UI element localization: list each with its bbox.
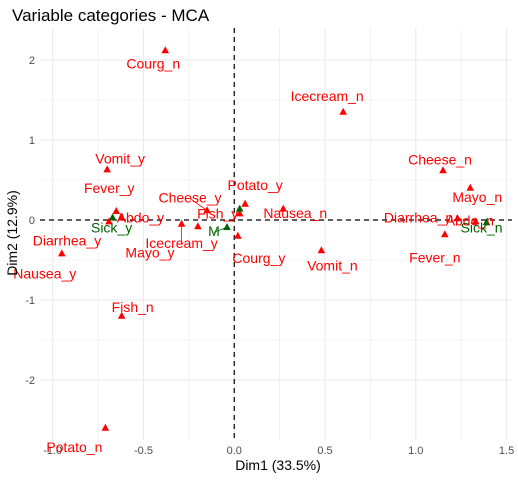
point-label: Diarrhea_n bbox=[384, 209, 453, 225]
point-label: Potato_y bbox=[228, 177, 283, 193]
tick-labels: -1.0 -0.5 0.0 0.5 1.0 1.5 -2 -1 0 1 2 bbox=[25, 55, 514, 457]
point-marker bbox=[241, 199, 249, 207]
point-marker bbox=[112, 207, 121, 214]
point-marker bbox=[317, 246, 326, 254]
point-label: Nausea_y bbox=[13, 266, 76, 282]
point-marker bbox=[161, 46, 170, 54]
point-marker bbox=[466, 183, 475, 191]
point-label: Cheese_n bbox=[408, 151, 472, 167]
point-marker bbox=[482, 218, 491, 226]
point-marker bbox=[471, 217, 480, 225]
data-points bbox=[57, 46, 491, 431]
point-label: Sick_n bbox=[461, 219, 503, 235]
reference-lines bbox=[40, 28, 512, 440]
x-tick-label: 1.0 bbox=[408, 445, 423, 457]
point-label: Fish_y bbox=[197, 206, 238, 222]
point-label: Abdo_y bbox=[117, 210, 164, 226]
point-marker bbox=[194, 222, 202, 230]
point-label: Diarrhea_y bbox=[33, 233, 101, 249]
point-label: Vomit_y bbox=[95, 151, 145, 167]
x-tick-label: -1.0 bbox=[43, 445, 62, 457]
y-tick-label: 2 bbox=[29, 55, 35, 67]
x-tick-label: 0.5 bbox=[317, 445, 332, 457]
chart-title: Variable categories - MCA bbox=[12, 6, 210, 25]
point-label: Nausea_n bbox=[263, 205, 327, 221]
point-marker bbox=[235, 204, 244, 212]
point-marker bbox=[177, 219, 186, 227]
point-label: M bbox=[208, 223, 220, 239]
point-marker bbox=[223, 223, 231, 230]
point-label: Mayo_y bbox=[125, 244, 174, 260]
point-marker bbox=[234, 231, 242, 239]
point-marker bbox=[453, 214, 462, 222]
point-marker bbox=[441, 230, 449, 238]
point-label: Icecream_n bbox=[291, 88, 364, 104]
point-marker bbox=[339, 107, 347, 115]
point-marker bbox=[117, 311, 126, 319]
point-label: Mayo_n bbox=[452, 189, 502, 205]
point-marker bbox=[103, 165, 111, 173]
y-tick-label: 0 bbox=[29, 215, 35, 227]
y-tick-label: 1 bbox=[29, 135, 35, 147]
y-tick-label: -2 bbox=[25, 375, 35, 387]
point-marker bbox=[101, 423, 110, 431]
point-label: Courg_y bbox=[232, 250, 285, 266]
x-tick-label: 1.5 bbox=[499, 445, 514, 457]
point-marker bbox=[117, 213, 126, 221]
point-label: Courg_n bbox=[126, 55, 180, 71]
x-tick-label: 0.0 bbox=[227, 445, 242, 457]
point-marker bbox=[57, 249, 66, 257]
point-label: Cheese_y bbox=[158, 189, 221, 205]
y-tick-label: -1 bbox=[25, 295, 35, 307]
point-marker bbox=[279, 204, 288, 212]
x-tick-label: -0.5 bbox=[134, 445, 153, 457]
grid-layer bbox=[40, 28, 512, 440]
point-marker bbox=[108, 213, 117, 221]
point-label: Fish_n bbox=[112, 299, 154, 315]
point-label: Abdo_n bbox=[446, 213, 494, 229]
x-axis-title: Dim1 (33.5%) bbox=[235, 457, 321, 473]
point-marker bbox=[203, 206, 211, 214]
point-label: Vomit_n bbox=[307, 257, 358, 273]
point-marker bbox=[439, 166, 447, 174]
point-label: Potato_n bbox=[46, 439, 102, 455]
point-label: Fever_y bbox=[84, 180, 135, 196]
point-label: Sick_y bbox=[91, 220, 132, 236]
y-axis-title: Dim2 (12.9%) bbox=[4, 190, 20, 276]
point-labels: Courg_n Icecream_n Vomit_y Cheese_n Mayo_n Fe… bbox=[13, 55, 502, 455]
point-label: Icecream_y bbox=[145, 235, 217, 251]
point-marker bbox=[105, 217, 113, 225]
point-marker bbox=[235, 209, 244, 217]
label-connector bbox=[189, 198, 208, 211]
point-label: Fever_n bbox=[409, 249, 460, 265]
